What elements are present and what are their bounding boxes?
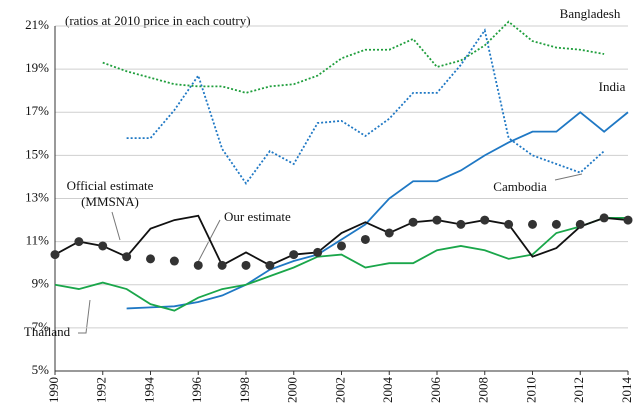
marker bbox=[384, 228, 394, 238]
series-line bbox=[54, 214, 629, 267]
series-label: Bangladesh bbox=[560, 6, 621, 21]
marker bbox=[98, 241, 108, 251]
y-tick-label: 5% bbox=[32, 362, 50, 377]
series-line bbox=[102, 20, 605, 94]
marker bbox=[456, 219, 466, 229]
marker bbox=[193, 260, 203, 270]
series-label: India bbox=[599, 79, 626, 94]
x-tick-label: 2014 bbox=[619, 377, 634, 404]
y-tick-label: 11% bbox=[26, 233, 50, 248]
y-tick-label: 13% bbox=[25, 189, 49, 204]
x-tick-label: 1996 bbox=[189, 377, 204, 404]
x-tick-label: 1992 bbox=[94, 377, 109, 403]
y-tick-label: 19% bbox=[25, 60, 49, 75]
leader-line bbox=[554, 173, 583, 181]
series-label: Thailand bbox=[24, 324, 71, 339]
x-tick-label: 2010 bbox=[523, 377, 538, 403]
marker bbox=[551, 219, 561, 229]
series-line bbox=[54, 217, 628, 312]
y-tick-label: 9% bbox=[32, 276, 50, 291]
marker bbox=[623, 215, 633, 225]
marker bbox=[575, 219, 585, 229]
marker bbox=[146, 254, 155, 264]
leader-line bbox=[111, 211, 121, 241]
chart-subtitle: (ratios at 2010 price in each coutry) bbox=[65, 13, 251, 28]
x-tick-label: 2008 bbox=[476, 377, 491, 403]
series-label-box: Official estimate (MMSNA) bbox=[66, 178, 154, 209]
marker bbox=[480, 215, 490, 225]
marker bbox=[265, 260, 275, 270]
marker bbox=[408, 217, 418, 227]
marker bbox=[122, 252, 132, 262]
marker bbox=[504, 219, 514, 229]
x-tick-label: 2006 bbox=[428, 377, 443, 404]
x-tick-label: 1998 bbox=[237, 377, 252, 403]
marker bbox=[169, 256, 179, 266]
x-tick-label: 2004 bbox=[380, 377, 395, 404]
x-tick-label: 2002 bbox=[332, 377, 347, 403]
series-line bbox=[126, 111, 629, 310]
y-tick-label: 21% bbox=[25, 17, 49, 32]
y-tick-label: 7% bbox=[32, 319, 50, 334]
x-tick-label: 1994 bbox=[141, 377, 156, 404]
marker bbox=[360, 234, 370, 244]
leader-line bbox=[78, 299, 91, 334]
marker bbox=[74, 237, 84, 247]
x-tick-label: 2012 bbox=[571, 377, 586, 403]
marker bbox=[528, 219, 537, 229]
marker bbox=[432, 215, 442, 225]
marker bbox=[599, 213, 609, 223]
marker bbox=[217, 260, 227, 270]
series-label: Our estimate bbox=[224, 209, 291, 224]
series-label: Cambodia bbox=[493, 179, 547, 194]
marker bbox=[313, 247, 323, 257]
leader-line bbox=[197, 219, 221, 263]
marker bbox=[241, 260, 251, 270]
series-line bbox=[126, 28, 605, 185]
y-tick-label: 17% bbox=[25, 103, 49, 118]
x-tick-label: 1990 bbox=[46, 377, 61, 403]
marker bbox=[337, 241, 346, 251]
x-tick-label: 2000 bbox=[285, 377, 300, 403]
y-tick-label: 15% bbox=[25, 146, 49, 161]
marker bbox=[289, 250, 299, 260]
series-label: Official estimate (MMSNA) bbox=[66, 178, 154, 209]
marker bbox=[50, 250, 60, 260]
